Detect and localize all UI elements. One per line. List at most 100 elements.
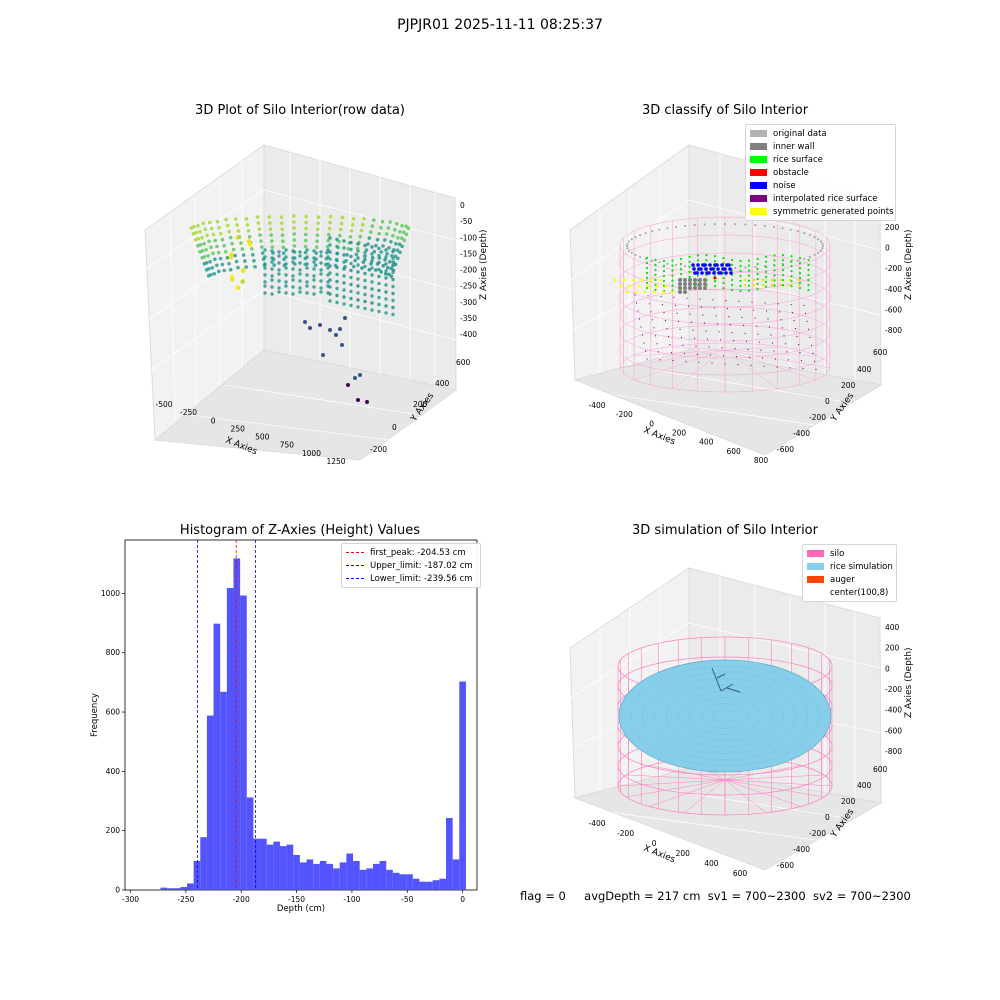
- raw-point: [263, 273, 267, 277]
- raw-point: [258, 233, 262, 237]
- interpolated-point: [796, 336, 798, 338]
- raw-point: [335, 293, 339, 298]
- raw-point: [298, 290, 302, 294]
- simulation-z-ticks: 400 200 0 -200 -400 -600 -800: [885, 623, 902, 756]
- raw-point: [335, 265, 339, 270]
- raw-z-tick: -300: [460, 298, 477, 307]
- raw-point: [316, 221, 320, 225]
- histogram-y-label: Frequency: [90, 693, 100, 737]
- symmetric-point: [752, 278, 756, 282]
- rice-surface-point: [705, 259, 708, 262]
- raw-point: [388, 220, 393, 224]
- legend-entry: noise: [750, 179, 891, 192]
- raw-point-cloud: [189, 214, 411, 404]
- raw-z-ticks: 0 -50 -100 -150 -200 -250 -300 -350 -400: [460, 201, 477, 339]
- rice-surface-point: [730, 283, 734, 287]
- legend-entry: Upper_limit: -187.02 cm: [346, 559, 476, 572]
- raw-x-tick: 250: [231, 424, 246, 433]
- raw-point: [391, 298, 395, 303]
- original-point: [684, 224, 687, 227]
- rice-surface-point: [747, 269, 751, 272]
- silo-floor-spoke: [724, 779, 801, 807]
- histogram-bar: [286, 844, 294, 890]
- noise-point: [703, 263, 707, 267]
- raw-point: [356, 270, 360, 274]
- raw-point: [244, 265, 248, 269]
- raw-point: [251, 253, 255, 257]
- legend-label: obstacle: [773, 167, 809, 178]
- rice-surface-point: [645, 286, 649, 290]
- raw-point: [370, 245, 374, 249]
- original-point: [744, 223, 747, 226]
- raw-point: [205, 233, 209, 238]
- rice-surface-point: [722, 257, 725, 260]
- raw-point: [312, 267, 316, 271]
- original-point: [675, 225, 677, 228]
- interpolated-point: [722, 355, 725, 357]
- raw-point: [237, 235, 242, 239]
- raw-point: [319, 250, 323, 254]
- rice-surface-point: [713, 285, 717, 288]
- raw-point: [377, 253, 381, 258]
- symmetric-point: [664, 284, 668, 288]
- interpolated-point: [713, 307, 716, 309]
- classify-z-label: Z Axies (Depth): [904, 229, 914, 300]
- interpolated-point: [650, 311, 652, 313]
- status-flag: flag = 0: [520, 889, 566, 903]
- rice-surface-point: [713, 255, 717, 258]
- raw-point: [394, 222, 399, 226]
- interpolated-point: [774, 358, 777, 360]
- noise-point: [711, 267, 715, 271]
- original-point: [634, 236, 637, 239]
- raw-point: [384, 290, 388, 294]
- raw-point: [228, 267, 233, 272]
- interpolated-point: [715, 315, 717, 317]
- histogram-bar: [439, 878, 446, 890]
- interpolated-point: [711, 362, 713, 364]
- legend-label: center(100,8): [830, 587, 889, 598]
- raw-point: [305, 262, 309, 266]
- raw-point: [220, 262, 225, 267]
- interpolated-point: [791, 312, 794, 314]
- raw-point: [366, 242, 370, 246]
- interpolated-point: [664, 320, 667, 322]
- raw-point: [335, 279, 339, 284]
- inner-wall-point: [698, 286, 702, 290]
- original-point: [808, 234, 811, 236]
- raw-point: [400, 236, 404, 241]
- raw-point: [208, 260, 212, 264]
- legend-label: rice surface: [773, 154, 823, 165]
- raw-point: [224, 217, 228, 222]
- raw-point: [235, 223, 239, 227]
- original-point: [781, 227, 784, 230]
- histogram-bar: [406, 874, 413, 890]
- raw-point: [303, 250, 308, 255]
- silo-floor-spoke: [724, 349, 816, 357]
- silo-floor-spoke: [724, 774, 824, 781]
- symmetric-point: [622, 278, 626, 282]
- raw-point: [356, 256, 360, 260]
- raw-x-ticks: -500 -250 0 250 500 750 1000 1250: [155, 400, 345, 466]
- raw-point: [204, 248, 208, 252]
- interpolated-point: [728, 316, 730, 318]
- inner-wall-point: [703, 278, 707, 282]
- raw-point: [277, 279, 281, 283]
- raw-point: [328, 236, 332, 240]
- raw-point: [321, 353, 325, 357]
- raw-point: [284, 266, 288, 270]
- interpolated-point: [647, 295, 649, 297]
- x-tick-label: -300: [122, 895, 139, 904]
- simulation-x-tick: -400: [588, 819, 605, 828]
- classify-y-tick: -600: [777, 445, 794, 454]
- simulation-y-tick: 0: [825, 813, 830, 822]
- raw-point: [260, 251, 265, 255]
- classify-x-tick: -200: [616, 410, 633, 419]
- rice-surface-point: [798, 262, 802, 265]
- rice-surface-point: [688, 265, 691, 268]
- rice-surface-point: [781, 279, 785, 282]
- legend-entry: interpolated rice surface: [750, 192, 891, 205]
- raw-point: [319, 279, 323, 283]
- rice-surface-point: [730, 263, 734, 267]
- rice-mesh-ring: [630, 666, 820, 766]
- raw-point: [240, 279, 245, 284]
